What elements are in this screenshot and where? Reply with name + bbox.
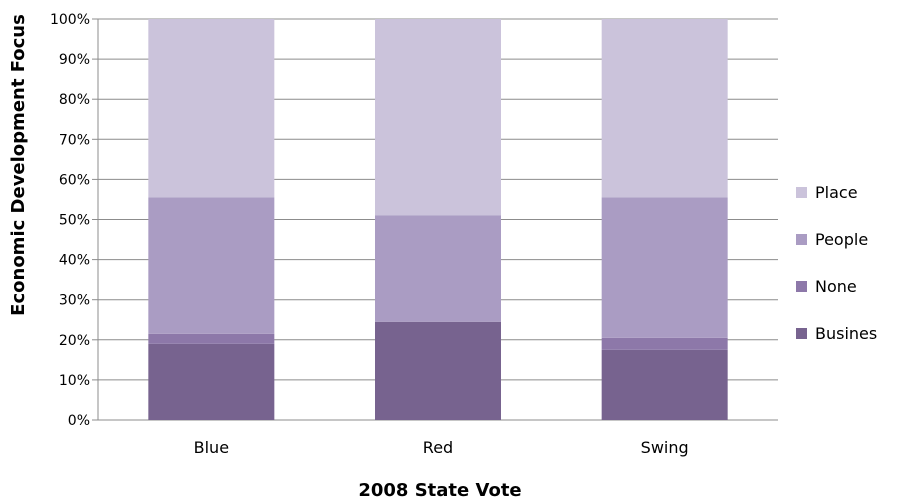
y-tick-labels: 0% 10% 20% 30% 40% 50% 60% 70% 80% 90% 100%: [50, 12, 90, 429]
legend-label: People: [815, 230, 868, 249]
y-tick-label: 70%: [59, 132, 90, 148]
bar-segment: [375, 321, 501, 420]
y-tick-label: 60%: [59, 172, 90, 188]
y-tick-label: 40%: [59, 253, 90, 269]
legend: Place People None Busines: [796, 183, 877, 343]
x-axis-title: 2008 State Vote: [358, 480, 521, 501]
x-tick-label: Swing: [641, 438, 689, 457]
y-tick-label: 20%: [59, 333, 90, 349]
bars: [148, 19, 728, 420]
x-tick-label: Red: [423, 438, 453, 457]
bar-segment: [601, 337, 728, 350]
x-tick-labels: Blue Red Swing: [194, 438, 689, 457]
bar-segment: [601, 197, 728, 338]
y-tick-label: 90%: [59, 52, 90, 68]
y-tick-label: 30%: [59, 293, 90, 309]
x-tick-label: Blue: [194, 438, 229, 457]
bar-segment: [375, 19, 501, 216]
legend-label: Busines: [815, 324, 877, 343]
bar-segment: [601, 19, 728, 198]
y-tick-label: 100%: [50, 12, 90, 28]
y-tick-label: 80%: [59, 92, 90, 108]
legend-label: Place: [815, 183, 858, 202]
legend-swatch: [796, 234, 807, 245]
y-tick-label: 10%: [59, 373, 90, 389]
legend-swatch: [796, 281, 807, 292]
bar-segment: [148, 197, 275, 334]
bar-segment: [148, 333, 275, 344]
bar-segment: [375, 215, 501, 322]
legend-swatch: [796, 328, 807, 339]
y-tick-label: 50%: [59, 213, 90, 229]
y-axis-title: Economic Development Focus: [8, 14, 29, 316]
legend-swatch: [796, 187, 807, 198]
bar-segment: [601, 349, 728, 420]
bar-segment: [148, 19, 275, 198]
y-tick-label: 0%: [68, 413, 90, 429]
legend-label: None: [815, 277, 857, 296]
bar-segment: [148, 343, 275, 420]
